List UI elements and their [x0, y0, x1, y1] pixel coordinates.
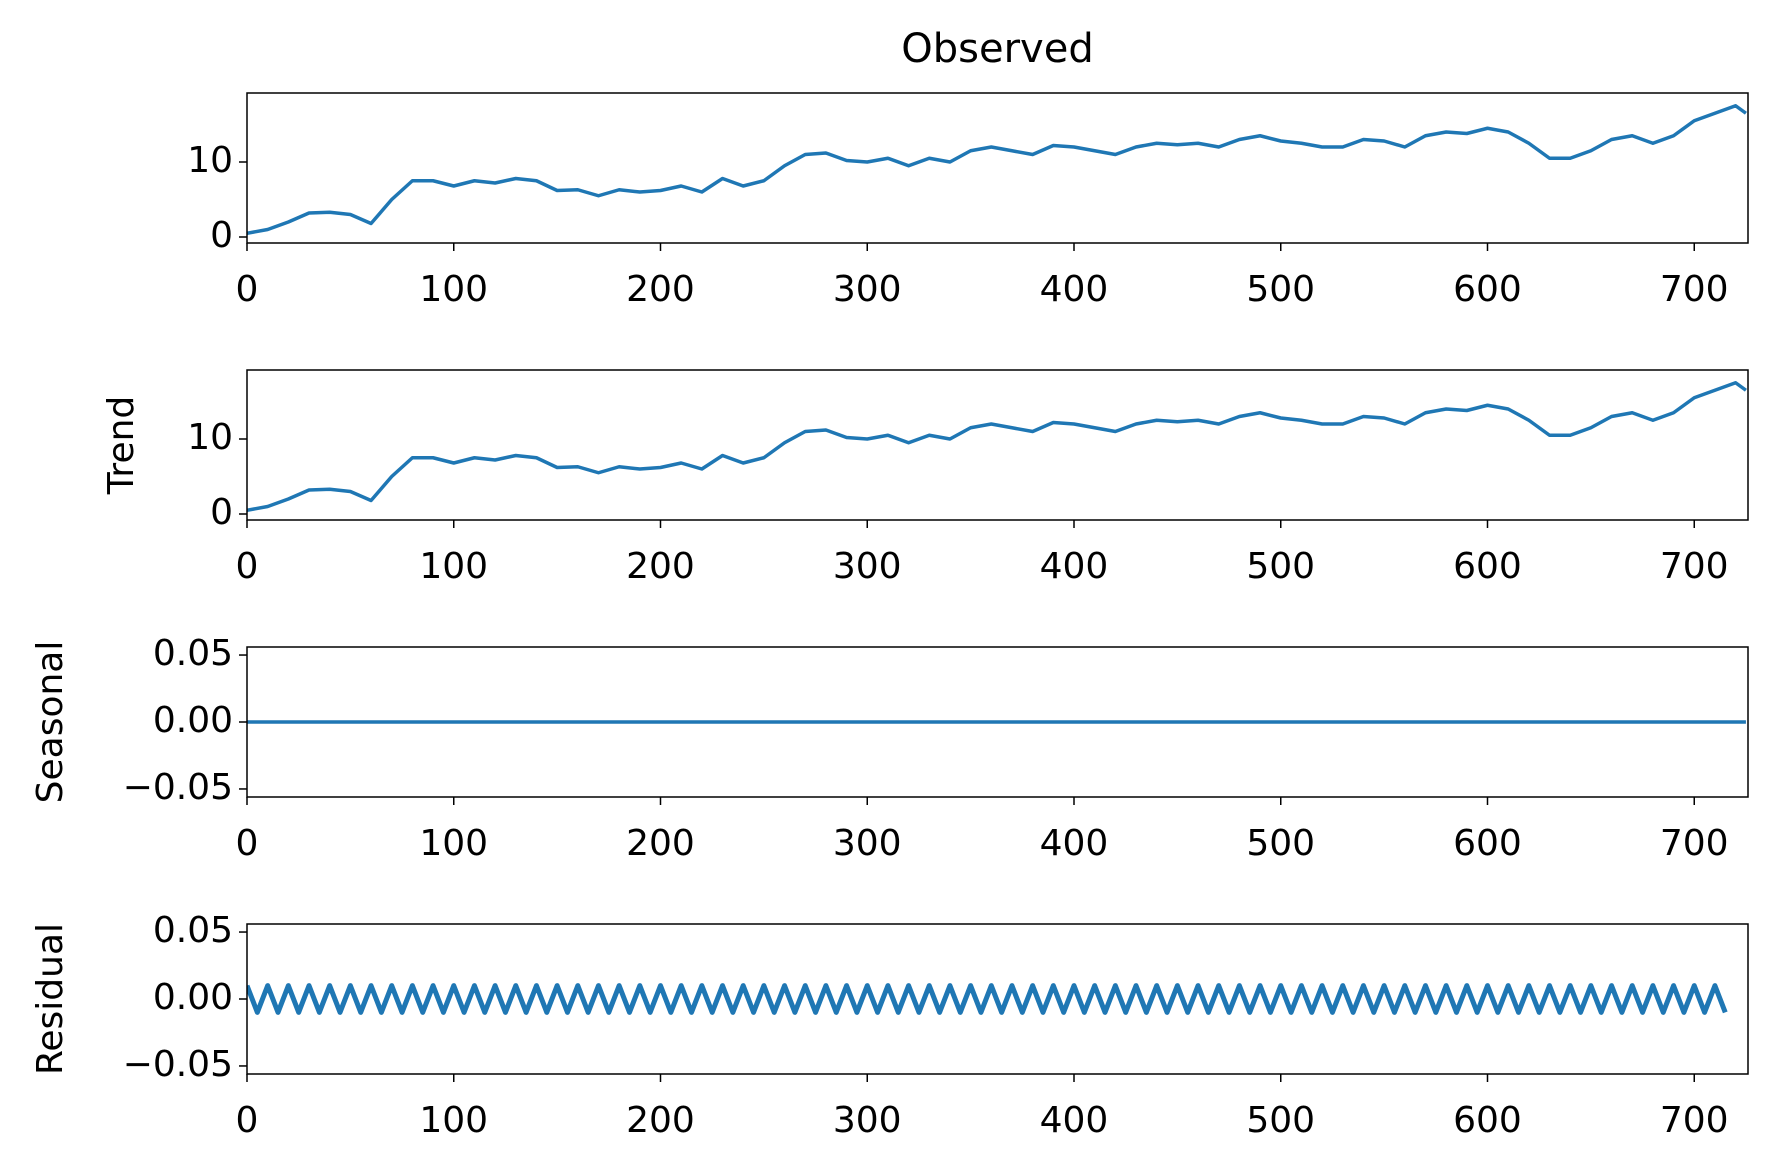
axes-frame: [246, 646, 1749, 798]
x-tick-label: 600: [1453, 269, 1522, 310]
subplot-title: Observed: [901, 26, 1093, 72]
x-tick-label: 300: [833, 269, 902, 310]
x-tick-label: 700: [1660, 546, 1729, 587]
y-tick-label: −0.05: [123, 767, 233, 808]
y-axis-label: Seasonal: [30, 641, 71, 804]
x-tick-label: 700: [1660, 269, 1729, 310]
x-tick-label: 500: [1246, 1100, 1315, 1141]
y-tick-label: 10: [187, 140, 233, 181]
x-tick-label: 600: [1453, 823, 1522, 864]
y-tick-label: 0: [210, 492, 233, 533]
x-tick-label: 600: [1453, 1100, 1522, 1141]
x-tick-label: 200: [626, 823, 695, 864]
y-tick-label: 0.05: [153, 910, 233, 951]
x-tick-label: 0: [236, 1100, 259, 1141]
x-tick-label: 400: [1040, 1100, 1109, 1141]
subplot: Residual 0 100 200 300 400 500 600 700 −0.05 0.00 0…: [30, 910, 1749, 1141]
series-line: [247, 381, 1747, 512]
x-tick-label: 0: [236, 546, 259, 587]
axes-frame: [246, 369, 1749, 521]
y-axis-label: Residual: [30, 923, 71, 1075]
x-tick-label: 400: [1040, 546, 1109, 587]
x-tick-label: 500: [1246, 546, 1315, 587]
x-tick-label: 600: [1453, 546, 1522, 587]
subplot: Trend 0 100 200 300 400 500 600 700 0 10: [101, 369, 1749, 587]
x-tick-label: 700: [1660, 1100, 1729, 1141]
axes-frame: [246, 92, 1749, 244]
x-tick-label: 300: [833, 823, 902, 864]
y-tick-label: 0.00: [153, 977, 233, 1018]
series-line: [247, 104, 1747, 235]
x-tick-label: 300: [833, 546, 902, 587]
x-tick-label: 100: [419, 269, 488, 310]
y-tick-label: 0.05: [153, 633, 233, 674]
x-tick-label: 400: [1040, 269, 1109, 310]
axes-frame: [246, 923, 1749, 1075]
x-tick-label: 200: [626, 1100, 695, 1141]
x-tick-label: 100: [419, 823, 488, 864]
y-tick-label: 0.00: [153, 700, 233, 741]
x-tick-label: 100: [419, 546, 488, 587]
y-axis-label: Trend: [101, 396, 142, 496]
subplot: Seasonal 0 100 200 300 400 500 600 700 −0.05 0.00 0…: [30, 633, 1749, 864]
x-tick-label: 500: [1246, 823, 1315, 864]
subplot: Observed 0 100 200 300 400 500 600 700 0 10: [187, 26, 1749, 310]
x-tick-label: 200: [626, 269, 695, 310]
x-tick-label: 0: [236, 823, 259, 864]
series-line: [247, 983, 1728, 1015]
x-tick-label: 400: [1040, 823, 1109, 864]
x-tick-label: 200: [626, 546, 695, 587]
x-tick-label: 100: [419, 1100, 488, 1141]
x-tick-label: 500: [1246, 269, 1315, 310]
y-tick-label: −0.05: [123, 1044, 233, 1085]
x-tick-label: 300: [833, 1100, 902, 1141]
x-tick-label: 0: [236, 269, 259, 310]
y-tick-label: 0: [210, 215, 233, 256]
x-tick-label: 700: [1660, 823, 1729, 864]
y-tick-label: 10: [187, 417, 233, 458]
